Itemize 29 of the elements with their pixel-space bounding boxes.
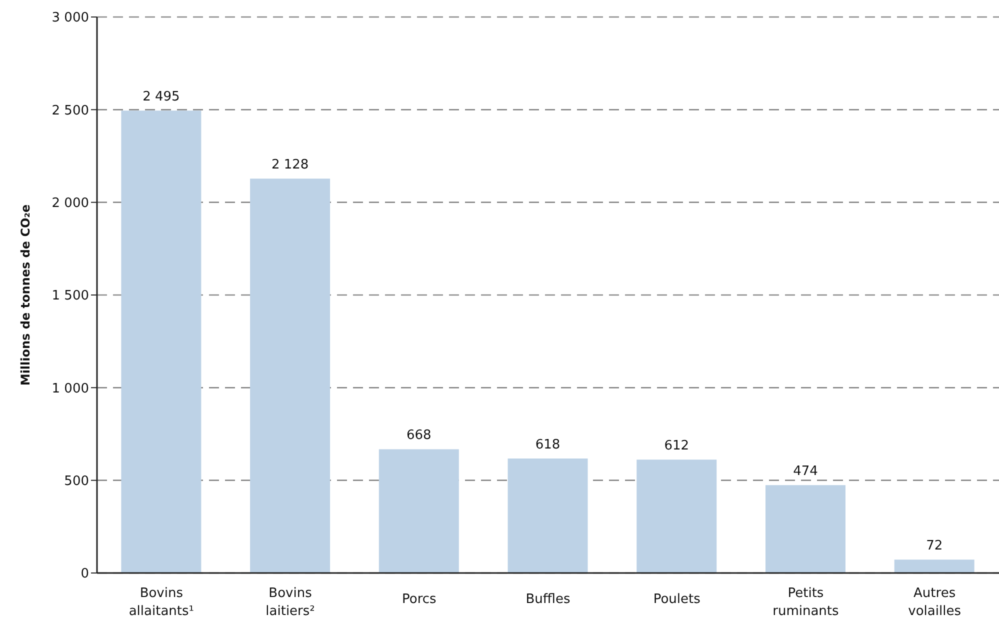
- bar: [894, 560, 974, 573]
- y-tick-label: 3 000: [52, 10, 89, 26]
- x-tick-label: Autres volailles: [908, 586, 962, 619]
- y-axis-title: Millions de tonnes de CO₂e: [18, 204, 32, 386]
- y-tick-label: 0: [80, 566, 89, 582]
- y-tick-label: 1 000: [52, 381, 89, 396]
- x-tick-label: Buffles: [526, 592, 570, 607]
- bar: [378, 449, 459, 573]
- x-tick-label: Bovins laitiers²: [266, 586, 315, 619]
- data-label: 2 128: [271, 158, 309, 173]
- bar: [250, 178, 330, 573]
- x-tick-label: Poulets: [653, 592, 701, 607]
- data-label: 72: [926, 538, 943, 554]
- y-tick-label: 2 000: [52, 196, 89, 211]
- data-label: 618: [535, 437, 560, 452]
- x-tick-label: Petits ruminants: [772, 586, 840, 619]
- data-label: 474: [793, 464, 818, 480]
- bar: [508, 458, 588, 573]
- bar: [636, 460, 717, 573]
- data-label: 2 495: [142, 90, 180, 105]
- bar: [765, 485, 846, 573]
- y-tick-label: 500: [64, 474, 89, 489]
- bar: [121, 110, 202, 573]
- y-tick-label: 1 500: [52, 288, 89, 304]
- x-tick-label: Bovins allaitants¹: [128, 586, 194, 619]
- data-label: 668: [406, 428, 432, 444]
- x-tick-label: Porcs: [402, 592, 437, 607]
- y-tick-label: 2 500: [52, 103, 89, 118]
- data-label: 612: [664, 438, 690, 454]
